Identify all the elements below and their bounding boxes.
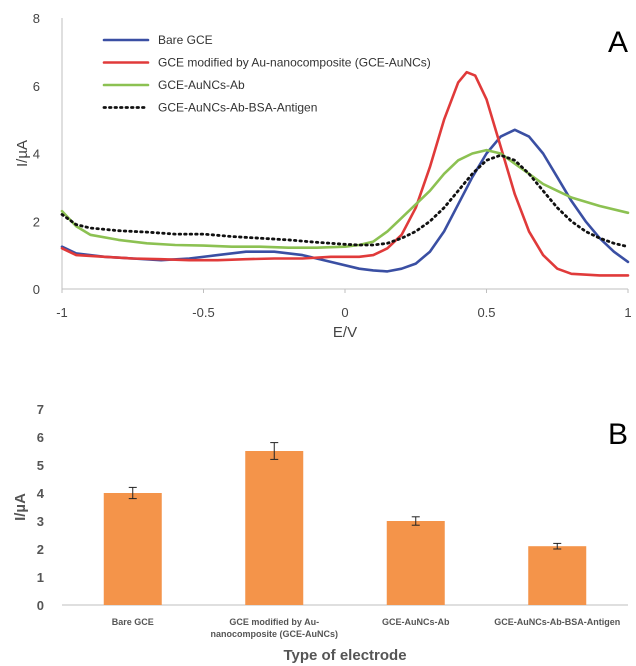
legend-label-1: Bare GCE [158,33,213,47]
y-axis-label: I/µA [14,140,31,167]
category-label-2: GCE modified by Au- [229,617,319,627]
y-tick-label: 8 [33,11,40,26]
x-axis-label: E/V [333,324,357,341]
x-axis-label: Type of electrode [283,647,406,664]
y-tick-label: 1 [37,570,44,585]
y-tick-label: 7 [37,402,44,417]
y-tick-label: 6 [33,79,40,94]
category-label-1: Bare GCE [112,617,154,627]
series-line-1 [60,128,630,273]
x-tick-label: -1 [56,305,68,320]
series-line-2 [60,70,630,277]
x-tick-label: 0.5 [477,305,495,320]
legend-label-3: GCE-AuNCs-Ab [158,78,245,92]
y-tick-label: 3 [37,514,44,529]
panel-label: B [608,418,628,451]
y-tick-label: 6 [37,430,44,445]
x-tick-label: 0 [341,305,348,320]
y-axis-label: I/µA [12,493,29,521]
y-tick-label: 2 [33,214,40,229]
y-tick-label: 4 [37,486,45,501]
series-line-4 [60,153,630,249]
y-tick-label: 2 [37,542,44,557]
bar-2 [245,451,304,605]
y-tick-label: 5 [37,458,44,473]
bar-1 [103,493,162,605]
bar-chart-panel-b: 0 1 2 3 4 5 6 7 Bare GCE GCE modified by Au-nanoc… [12,402,628,664]
legend-label-4: GCE-AuNCs-Ab-BSA-Antigen [158,101,317,115]
category-label-3: GCE-AuNCs-Ab [382,617,450,627]
y-tick-label: 0 [37,598,44,613]
x-tick-label: 1 [624,305,631,320]
line-chart-panel-a: 0 2 4 6 8 -1 -0.5 0 0.5 1 E/V I/µA A Bare GCE GCE modi… [14,11,632,341]
x-tick-label: -0.5 [192,305,214,320]
y-tick-label: 4 [33,147,40,162]
category-label-4: GCE-AuNCs-Ab-BSA-Antigen [494,617,620,627]
bar-3 [386,521,445,605]
bar-4 [528,546,587,605]
y-tick-label: 0 [33,282,40,297]
category-label-2: nanocomposite (GCE-AuNCs) [210,629,338,639]
legend-label-2: GCE modified by Au-nanocomposite (GCE-Au… [158,56,431,70]
panel-label: A [608,26,628,59]
